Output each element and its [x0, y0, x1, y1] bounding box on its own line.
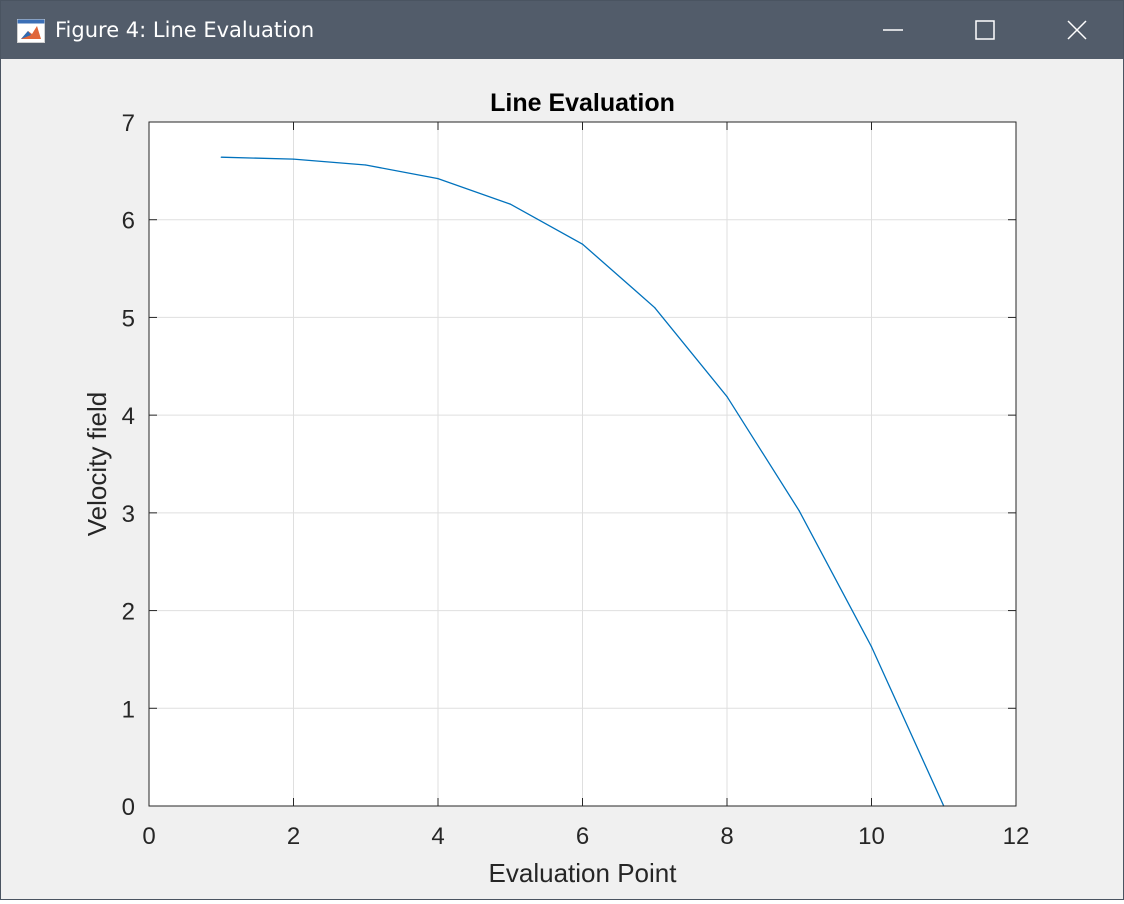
matlab-figure-icon [17, 19, 45, 43]
x-axis-label: Evaluation Point [489, 858, 678, 888]
grid [149, 122, 1016, 806]
x-tick-label: 8 [720, 823, 733, 850]
y-tick-label: 2 [122, 599, 135, 626]
window-title: Figure 4: Line Evaluation [55, 18, 315, 42]
y-tick-label: 0 [122, 794, 135, 821]
title-bar[interactable]: Figure 4: Line Evaluation [1, 1, 1123, 59]
x-tick-label: 2 [287, 823, 300, 850]
y-tick-label: 6 [122, 208, 135, 235]
maximize-button[interactable] [939, 1, 1031, 59]
close-icon [1067, 20, 1087, 40]
minimize-icon [883, 29, 903, 31]
y-tick-label: 5 [122, 305, 135, 332]
figure-canvas: 0 2 4 6 8 10 12 0 1 2 3 4 5 6 7 Line Evaluation Evalua… [1, 59, 1123, 899]
data-point [365, 164, 367, 166]
y-axis-label: Velocity field [82, 392, 112, 537]
y-tick-label: 3 [122, 501, 135, 528]
maximize-icon [975, 20, 995, 40]
y-tick-label: 7 [122, 110, 135, 137]
data-point [870, 646, 873, 648]
minimize-button[interactable] [847, 1, 939, 59]
data-point [581, 243, 584, 245]
data-point [798, 510, 800, 512]
x-tick-label: 4 [431, 823, 444, 850]
x-tick-label: 0 [142, 823, 155, 850]
data-point [654, 307, 656, 309]
x-tick-label: 6 [576, 823, 589, 850]
data-point [726, 395, 728, 398]
chart-title: Line Evaluation [490, 89, 675, 117]
data-point [292, 158, 295, 160]
y-tick-label: 1 [122, 696, 135, 723]
y-tick-label: 4 [122, 403, 135, 430]
close-button[interactable] [1031, 1, 1123, 59]
data-point [437, 178, 439, 180]
x-tick-label: 12 [1003, 823, 1030, 850]
x-tick-label: 10 [858, 823, 885, 850]
data-point [220, 156, 222, 158]
data-point [509, 203, 511, 205]
